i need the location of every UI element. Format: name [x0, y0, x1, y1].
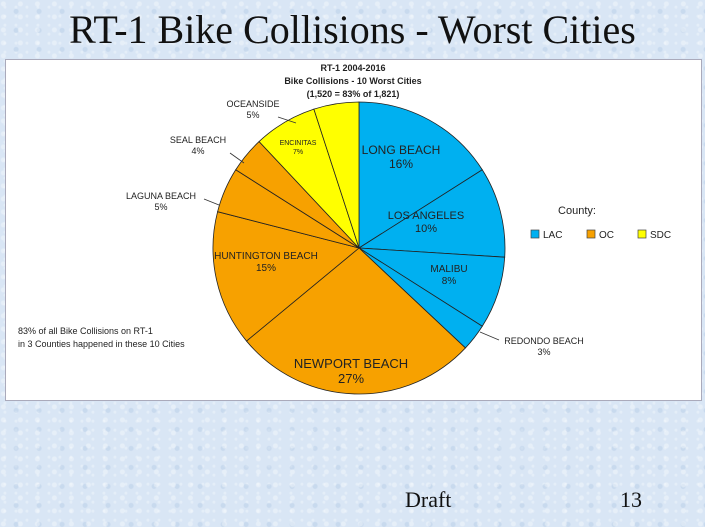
- chart-title-line: (1,520 = 83% of 1,821): [307, 89, 400, 99]
- legend-label-sdc: SDC: [650, 230, 671, 241]
- leader-line-redondo-beach: [479, 331, 500, 341]
- legend-title: County:: [558, 205, 596, 217]
- leader-line-laguna-beach: [203, 198, 220, 206]
- slice-label-newport-beach: NEWPORT BEACH: [294, 356, 408, 371]
- slice-pct-los-angeles: 10%: [415, 223, 437, 235]
- slice-pct-encinitas: 7%: [293, 149, 303, 156]
- draft-label: Draft: [405, 487, 452, 512]
- legend-swatch-oc: [586, 229, 596, 239]
- legend-swatch-lac: [530, 229, 540, 239]
- slice-pct-laguna-beach: 5%: [154, 202, 167, 212]
- legend-label-lac: LAC: [543, 230, 562, 241]
- slice-label-oceanside: OCEANSIDE: [226, 99, 279, 109]
- chart-title-line: RT-1 2004-2016: [320, 63, 385, 73]
- annotation-line: in 3 Counties happened in these 10 Citie…: [18, 339, 185, 349]
- slice-label-los-angeles: LOS ANGELES: [388, 210, 464, 222]
- slice-label-malibu: MALIBU: [430, 264, 467, 275]
- pie-slice-los-angeles: [357, 169, 506, 258]
- pie-chart: RT-1 2004-2016 Bike Collisions - 10 Worst…: [18, 63, 671, 395]
- pie-slice-oceanside: [313, 101, 360, 249]
- legend-swatch-sdc: [637, 229, 647, 239]
- slice-pct-oceanside: 5%: [246, 110, 259, 120]
- pie-slice-huntington-beach: [212, 211, 360, 342]
- leader-line-oceanside: [277, 116, 297, 124]
- chart-panel: RT-1 2004-2016 Bike Collisions - 10 Worst…: [5, 59, 702, 401]
- legend-label-oc: OC: [599, 230, 614, 241]
- pie-slice-newport-beach: [245, 247, 466, 395]
- slice-pct-newport-beach: 27%: [338, 371, 364, 386]
- slice-label-encinitas: ENCINITAS: [280, 140, 317, 147]
- slice-label-redondo-beach: REDONDO BEACH: [504, 336, 584, 346]
- slide-title: RT-1 Bike Collisions - Worst Cities: [69, 7, 636, 52]
- slice-pct-huntington-beach: 15%: [256, 263, 276, 274]
- annotation-line: 83% of all Bike Collisions on RT-1: [18, 326, 153, 336]
- slice-label-laguna-beach: LAGUNA BEACH: [126, 191, 196, 201]
- slice-pct-seal-beach: 4%: [191, 146, 204, 156]
- slice-pct-redondo-beach: 3%: [537, 347, 550, 357]
- slice-label-long-beach: LONG BEACH: [362, 143, 441, 157]
- pie-slice-long-beach: [358, 101, 483, 249]
- chart-title-line: Bike Collisions - 10 Worst Cities: [284, 76, 421, 86]
- slice-pct-long-beach: 16%: [389, 157, 413, 171]
- slice-label-seal-beach: SEAL BEACH: [170, 135, 226, 145]
- slice-pct-malibu: 8%: [442, 276, 457, 287]
- slice-label-huntington-beach: HUNTINGTON BEACH: [214, 251, 318, 262]
- leader-line-seal-beach: [229, 152, 245, 164]
- page-number: 13: [620, 487, 642, 512]
